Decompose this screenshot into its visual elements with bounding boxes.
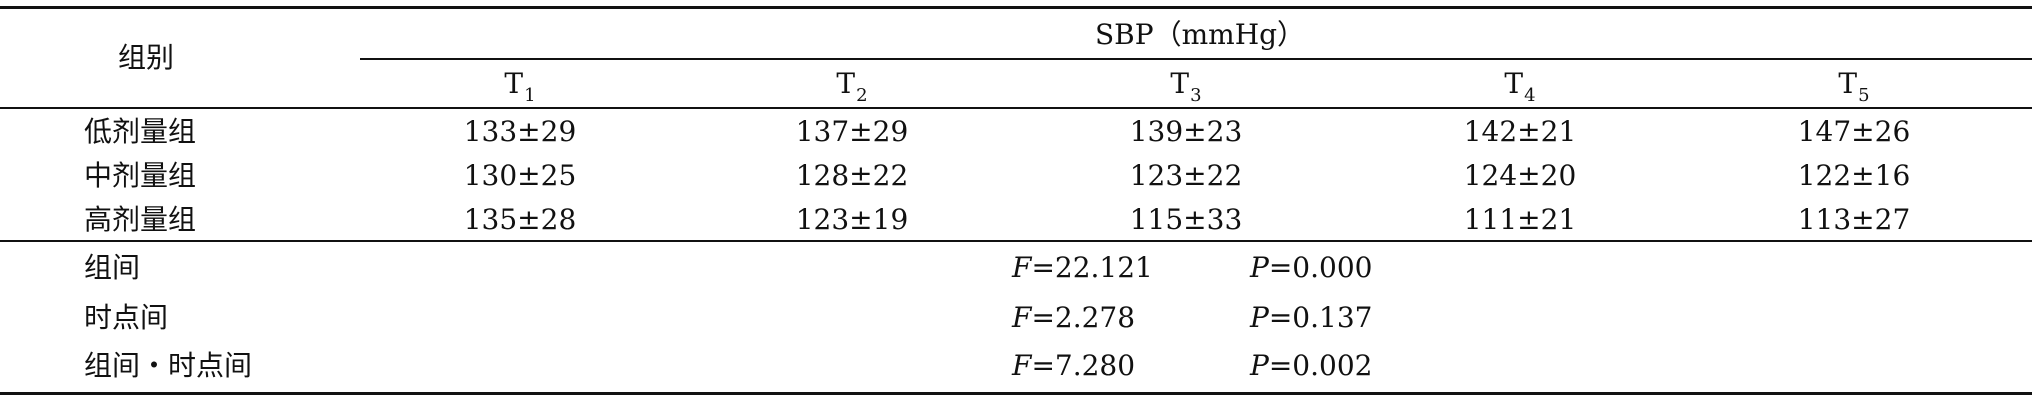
timepoint-subscript: 2 xyxy=(856,85,868,106)
f-statistic: F=2.278 xyxy=(1012,300,1192,336)
stat-label: 时点间 xyxy=(84,301,169,334)
value-cell: 124±20 xyxy=(1463,159,1577,192)
p-symbol: P xyxy=(1250,251,1269,284)
timepoint-base: T xyxy=(836,67,856,100)
timepoint-base: T xyxy=(1504,67,1524,100)
f-symbol: F xyxy=(1012,349,1032,382)
value-cell: 137±29 xyxy=(795,115,909,148)
row-label-high-dose: 高剂量组 xyxy=(84,203,197,236)
p-symbol: P xyxy=(1250,349,1269,382)
row-label-low-dose: 低剂量组 xyxy=(84,115,197,148)
value-cell: 128±22 xyxy=(795,159,909,192)
table-header-rule xyxy=(0,107,2032,109)
timepoint-base: T xyxy=(1170,67,1190,100)
timepoint-base: T xyxy=(1838,67,1858,100)
value-cell: 135±28 xyxy=(463,203,577,236)
p-statistic: P=0.002 xyxy=(1250,348,1430,384)
value-cell: 142±21 xyxy=(1463,115,1577,148)
timepoint-header-t1: T1 xyxy=(480,66,560,106)
value-cell: 139±23 xyxy=(1129,115,1243,148)
value-cell: 123±19 xyxy=(795,203,909,236)
value-cell: 130±25 xyxy=(463,159,577,192)
row-label-medium-dose: 中剂量组 xyxy=(84,159,197,192)
value-cell: 123±22 xyxy=(1129,159,1243,192)
timepoint-header-t2: T2 xyxy=(812,66,892,106)
timepoint-subscript: 5 xyxy=(1858,85,1870,106)
p-value: =0.002 xyxy=(1268,349,1373,382)
timepoint-header-t5: T5 xyxy=(1814,66,1894,106)
table-top-rule xyxy=(0,6,2032,9)
value-cell: 113±27 xyxy=(1797,203,1911,236)
p-statistic: P=0.000 xyxy=(1250,250,1430,286)
p-value: =0.000 xyxy=(1268,251,1373,284)
timepoint-header-t4: T4 xyxy=(1480,66,1560,106)
sbp-column-header: SBP（mmHg） xyxy=(1095,18,1306,51)
value-cell: 122±16 xyxy=(1797,159,1911,192)
timepoint-subscript: 1 xyxy=(524,85,536,106)
p-value: =0.137 xyxy=(1268,301,1373,334)
table-bottom-rule xyxy=(0,392,2032,395)
timepoint-subscript: 3 xyxy=(1190,85,1202,106)
group-column-header: 组别 xyxy=(118,41,175,74)
sbp-header-underline xyxy=(360,58,2032,60)
timepoint-base: T xyxy=(504,67,524,100)
f-symbol: F xyxy=(1012,301,1032,334)
value-cell: 147±26 xyxy=(1797,115,1911,148)
stat-label: 组间・时点间 xyxy=(84,349,253,382)
f-value: =7.280 xyxy=(1031,349,1136,382)
table-stats-rule xyxy=(0,240,2032,242)
f-statistic: F=22.121 xyxy=(1012,250,1192,286)
f-symbol: F xyxy=(1012,251,1032,284)
timepoint-subscript: 4 xyxy=(1524,85,1536,106)
value-cell: 115±33 xyxy=(1129,203,1243,236)
value-cell: 111±21 xyxy=(1463,203,1577,236)
f-statistic: F=7.280 xyxy=(1012,348,1192,384)
p-symbol: P xyxy=(1250,301,1269,334)
f-value: =2.278 xyxy=(1031,301,1136,334)
stat-label: 组间 xyxy=(84,251,141,284)
value-cell: 133±29 xyxy=(463,115,577,148)
f-value: =22.121 xyxy=(1031,251,1153,284)
p-statistic: P=0.137 xyxy=(1250,300,1430,336)
timepoint-header-t3: T3 xyxy=(1146,66,1226,106)
